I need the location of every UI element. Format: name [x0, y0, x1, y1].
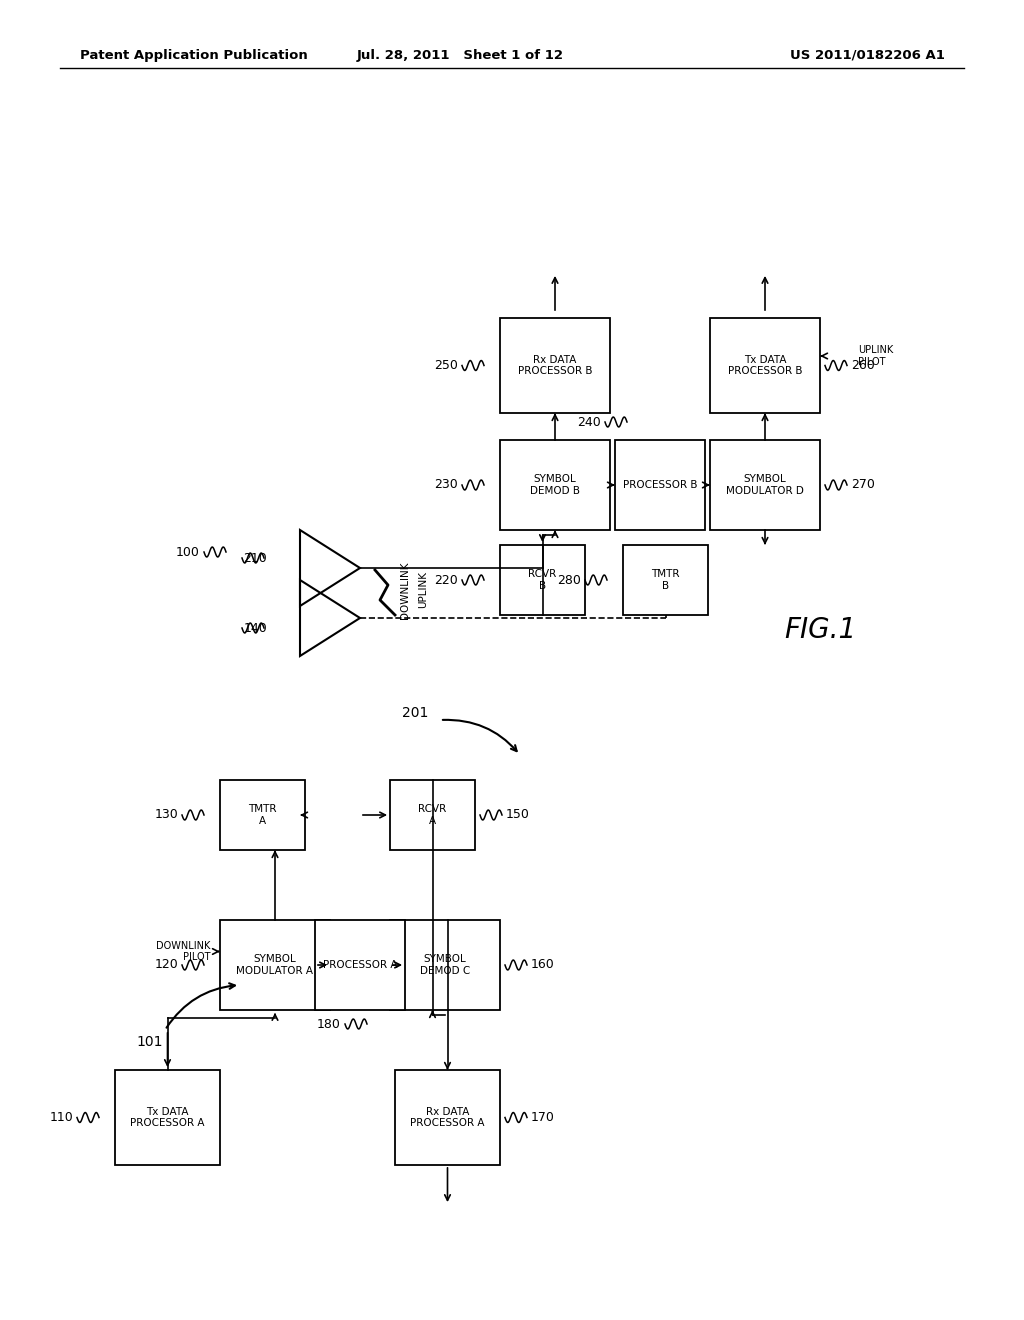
Text: 170: 170 [531, 1111, 555, 1125]
Text: 120: 120 [155, 958, 178, 972]
Text: Tx DATA
PROCESSOR B: Tx DATA PROCESSOR B [728, 355, 802, 376]
Text: SYMBOL
MODULATOR D: SYMBOL MODULATOR D [726, 474, 804, 496]
Text: 240: 240 [578, 416, 601, 429]
Text: SYMBOL
MODULATOR A: SYMBOL MODULATOR A [237, 954, 313, 975]
Bar [615, 440, 705, 531]
Text: Patent Application Publication: Patent Application Publication [80, 49, 308, 62]
Bar [500, 440, 610, 531]
Text: TMTR
B: TMTR B [651, 569, 680, 591]
Text: UPLINK
PILOT: UPLINK PILOT [858, 346, 893, 367]
Text: Tx DATA
PROCESSOR A: Tx DATA PROCESSOR A [130, 1106, 205, 1129]
Bar [500, 545, 585, 615]
Bar [115, 1071, 220, 1166]
Text: DOWNLINK: DOWNLINK [400, 561, 410, 619]
Text: 101: 101 [137, 1035, 163, 1049]
Bar [500, 318, 610, 413]
Text: RCVR
B: RCVR B [528, 569, 557, 591]
Text: TMTR
A: TMTR A [248, 804, 276, 826]
Text: 220: 220 [434, 573, 458, 586]
Bar [315, 920, 406, 1010]
Text: SYMBOL
DEMOD C: SYMBOL DEMOD C [420, 954, 470, 975]
Bar [390, 920, 500, 1010]
Text: PROCESSOR A: PROCESSOR A [323, 960, 397, 970]
Text: UPLINK: UPLINK [418, 572, 428, 609]
Text: Rx DATA
PROCESSOR B: Rx DATA PROCESSOR B [518, 355, 592, 376]
Text: 270: 270 [851, 479, 874, 491]
Text: US 2011/0182206 A1: US 2011/0182206 A1 [791, 49, 945, 62]
Text: 100: 100 [176, 545, 200, 558]
Text: 140: 140 [244, 622, 267, 635]
Text: SYMBOL
DEMOD B: SYMBOL DEMOD B [530, 474, 580, 496]
Text: 201: 201 [401, 706, 428, 719]
Text: 260: 260 [851, 359, 874, 372]
Text: PROCESSOR B: PROCESSOR B [623, 480, 697, 490]
Text: Jul. 28, 2011   Sheet 1 of 12: Jul. 28, 2011 Sheet 1 of 12 [356, 49, 563, 62]
Text: 210: 210 [244, 552, 267, 565]
Bar [220, 780, 305, 850]
Text: 180: 180 [317, 1018, 341, 1031]
Text: 250: 250 [434, 359, 458, 372]
Text: RCVR
A: RCVR A [419, 804, 446, 826]
Text: FIG.1: FIG.1 [784, 616, 856, 644]
Text: DOWNLINK
PILOT: DOWNLINK PILOT [156, 941, 210, 962]
Text: Rx DATA
PROCESSOR A: Rx DATA PROCESSOR A [411, 1106, 484, 1129]
Text: 150: 150 [506, 808, 529, 821]
Text: 130: 130 [155, 808, 178, 821]
Bar [395, 1071, 500, 1166]
Text: 160: 160 [531, 958, 555, 972]
Bar [623, 545, 708, 615]
Text: 280: 280 [557, 573, 581, 586]
Bar [710, 318, 820, 413]
Bar [710, 440, 820, 531]
Text: 110: 110 [49, 1111, 73, 1125]
Bar [220, 920, 330, 1010]
Text: 230: 230 [434, 479, 458, 491]
Bar [390, 780, 475, 850]
